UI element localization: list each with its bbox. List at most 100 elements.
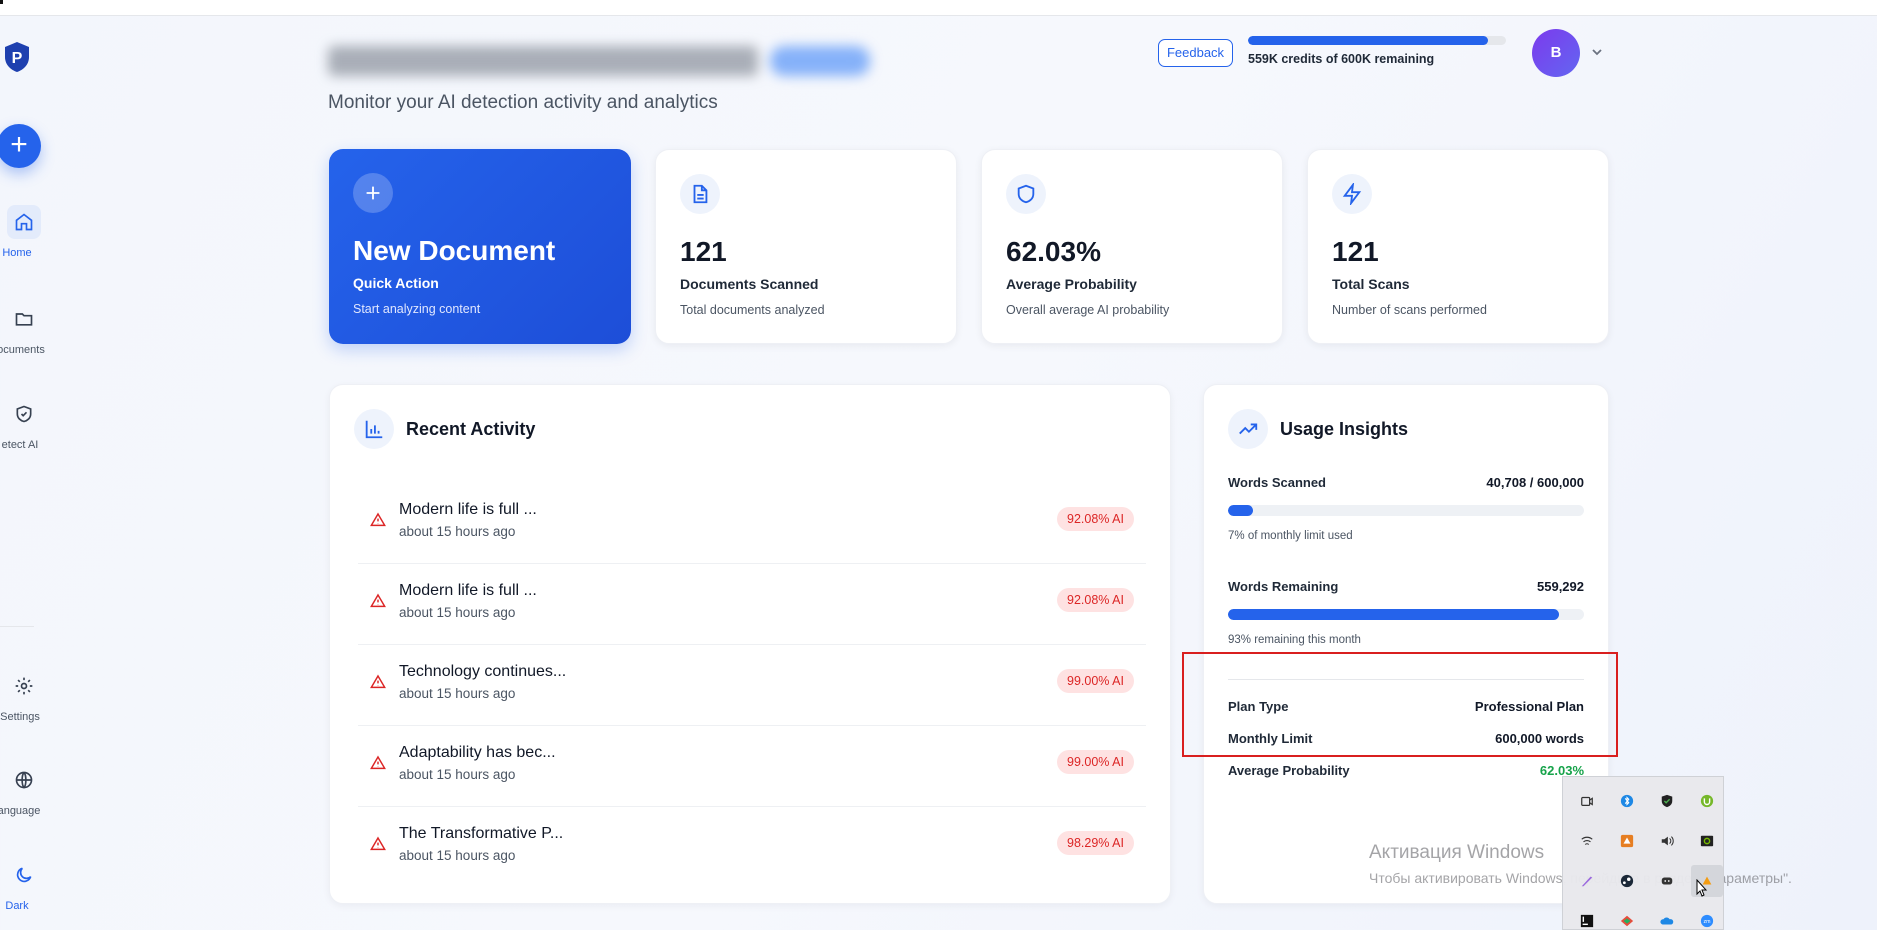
card-value: 62.03% — [1006, 236, 1101, 267]
usage-insights-panel: Usage Insights Words Scanned 40,708 / 60… — [1203, 384, 1609, 904]
chevron-down-icon[interactable] — [1589, 44, 1605, 60]
activity-time: about 15 hours ago — [399, 767, 516, 782]
activity-time: about 15 hours ago — [399, 848, 516, 863]
sidebar-item-settings[interactable]: Settings — [0, 669, 48, 723]
card-subtext: Total documents analyzed — [680, 303, 825, 317]
ai-score-badge: 99.00% AI — [1057, 750, 1134, 774]
app-logo[interactable]: P — [2, 40, 32, 74]
plan-type-label: Plan Type — [1228, 699, 1289, 714]
words-scanned-value: 40,708 / 600,000 — [1486, 475, 1584, 490]
zoom-icon[interactable]: zm — [1691, 905, 1723, 930]
network-icon[interactable] — [1571, 825, 1603, 857]
words-remaining-fill — [1228, 609, 1560, 620]
warning-icon — [370, 512, 386, 528]
activity-item[interactable]: Adaptability has bec... about 15 hours a… — [358, 726, 1146, 807]
activity-time: about 15 hours ago — [399, 686, 516, 701]
card-title: New Document — [353, 235, 556, 266]
activity-item[interactable]: Modern life is full ... about 15 hours a… — [358, 564, 1146, 645]
sidebar-item-documents[interactable]: ocuments — [0, 302, 48, 356]
activity-time: about 15 hours ago — [399, 524, 516, 539]
shield-icon — [1006, 174, 1046, 214]
camera-icon[interactable] — [1571, 785, 1603, 817]
sidebar-label-detect-ai: etect AI — [1, 439, 39, 451]
warning-icon — [370, 674, 386, 690]
card-value: 121 — [680, 236, 727, 267]
avatar[interactable]: B — [1532, 29, 1580, 77]
ai-score-badge: 99.00% AI — [1057, 669, 1134, 693]
app-icon[interactable] — [1611, 825, 1643, 857]
ai-score-badge: 92.08% AI — [1057, 507, 1134, 531]
sidebar-label-language: anguage — [0, 805, 41, 817]
activity-title: Technology continues... — [399, 663, 567, 680]
new-document-card[interactable]: New Document Quick Action Start analyzin… — [329, 149, 631, 344]
recent-activity-title: Recent Activity — [406, 418, 536, 439]
warning-icon — [370, 836, 386, 852]
bar-chart-icon — [354, 409, 394, 449]
app-orange-icon[interactable] — [1691, 865, 1723, 897]
sidebar-label-settings: Settings — [0, 711, 40, 723]
card-subtext: Overall average AI probability — [1006, 303, 1170, 317]
recent-activity-header: Recent Activity — [354, 409, 535, 449]
activation-title: Активация Windows — [1369, 842, 1545, 863]
ai-score-badge: 92.08% AI — [1057, 588, 1134, 612]
credits-meter: 559K credits of 600K remaining — [1248, 36, 1506, 66]
card-subtext: Start analyzing content — [353, 302, 481, 316]
card-label: Average Probability — [1006, 276, 1137, 292]
trending-up-icon — [1228, 409, 1268, 449]
steam-icon[interactable] — [1611, 865, 1643, 897]
cursor-fragment — [0, 0, 3, 4]
monthly-limit-label: Monthly Limit — [1228, 731, 1313, 746]
activity-time: about 15 hours ago — [399, 605, 516, 620]
shield-check-icon — [7, 397, 41, 431]
gear-icon — [7, 669, 41, 703]
maps-icon[interactable] — [1611, 905, 1643, 930]
discord-icon[interactable] — [1651, 865, 1683, 897]
sidebar-label-home: Home — [2, 247, 32, 259]
pen-icon[interactable] — [1571, 865, 1603, 897]
credits-progress-fill — [1248, 36, 1488, 45]
bluetooth-icon[interactable] — [1611, 785, 1643, 817]
words-scanned-bar — [1228, 505, 1584, 516]
words-scanned-note: 7% of monthly limit used — [1228, 530, 1353, 542]
sidebar-item-language[interactable]: anguage — [0, 763, 48, 817]
words-remaining-note: 93% remaining this month — [1228, 634, 1361, 646]
activity-title: Modern life is full ... — [399, 501, 537, 518]
average-probability-card: 62.03% Average Probability Overall avera… — [981, 149, 1283, 344]
activity-title: Modern life is full ... — [399, 582, 537, 599]
activity-item[interactable]: The Transformative P... about 15 hours a… — [358, 807, 1146, 888]
torrent-icon[interactable] — [1691, 785, 1723, 817]
home-icon — [7, 205, 41, 239]
credits-text: 559K credits of 600K remaining — [1248, 52, 1435, 66]
new-document-fab[interactable]: + — [0, 124, 41, 168]
top-border — [0, 0, 1877, 16]
plan-type-value: Professional Plan — [1474, 699, 1584, 714]
sidebar-item-detect-ai[interactable]: etect AI — [0, 397, 48, 451]
card-subtext: Number of scans performed — [1332, 303, 1487, 317]
sidebar: P + Home ocuments etect AI Settings angu… — [0, 16, 48, 930]
activity-item[interactable]: Technology continues... about 15 hours a… — [358, 645, 1146, 726]
activity-item[interactable]: Modern life is full ... about 15 hours a… — [358, 483, 1146, 564]
nvidia-icon[interactable] — [1691, 825, 1723, 857]
lightning-icon — [1332, 174, 1372, 214]
feedback-button[interactable]: Feedback — [1158, 39, 1233, 67]
tray-icon-grid: zm — [1571, 785, 1723, 930]
warning-icon — [370, 755, 386, 771]
words-scanned-fill — [1228, 505, 1253, 516]
volume-icon[interactable] — [1651, 825, 1683, 857]
sidebar-item-dark-mode[interactable]: Dark — [0, 858, 48, 912]
jetbrains-icon[interactable] — [1571, 905, 1603, 930]
warning-icon — [370, 593, 386, 609]
card-label: Total Scans — [1332, 276, 1410, 292]
sidebar-item-home[interactable]: Home — [0, 205, 48, 259]
zoom-icon-text: zm — [1704, 919, 1712, 925]
card-label: Quick Action — [353, 275, 439, 291]
svg-text:P: P — [12, 50, 23, 67]
average-probability-label: Average Probability — [1228, 763, 1350, 778]
words-remaining-label: Words Remaining — [1228, 579, 1339, 594]
system-tray-popup: zm — [1562, 776, 1724, 930]
security-icon[interactable] — [1651, 785, 1683, 817]
insights-divider — [1228, 679, 1584, 680]
words-scanned-label: Words Scanned — [1228, 475, 1327, 490]
onedrive-icon[interactable] — [1651, 905, 1683, 930]
ai-score-badge: 98.29% AI — [1057, 831, 1134, 855]
